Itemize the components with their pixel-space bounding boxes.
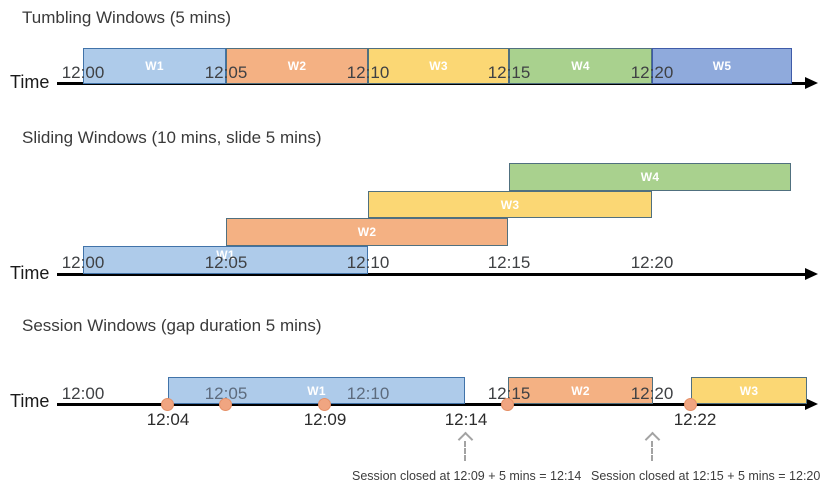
event-dot (501, 398, 514, 411)
tick-label: 12:20 (630, 63, 674, 82)
session-close-arrow-stem (464, 441, 466, 461)
window-label: W1 (145, 59, 164, 73)
event-dot (318, 398, 331, 411)
sliding-window-w4: W4 (509, 163, 791, 191)
session-close-annotation: Session closed at 12:09 + 5 mins = 12:14 (352, 469, 582, 483)
event-time-label: 12:14 (444, 410, 488, 429)
event-dot (684, 398, 697, 411)
sliding-window-w1: W1 (83, 246, 368, 274)
window-label: W2 (357, 225, 377, 239)
timeline-arrow-1 (805, 77, 818, 89)
session-window-w2: W2 (508, 377, 653, 404)
tick-label: 12:10 (346, 384, 390, 403)
window-label: W3 (739, 383, 759, 398)
window-label: W2 (287, 59, 307, 73)
axis-label-time-2: Time (10, 263, 50, 283)
event-time-label: 12:04 (146, 410, 190, 429)
tick-label: 12:15 (487, 253, 531, 272)
tick-label: 12:20 (630, 253, 674, 272)
window-label: W1 (307, 383, 326, 398)
tumbling-window-w5: W5 (652, 48, 792, 84)
section-title-session: Session Windows (gap duration 5 mins) (22, 316, 322, 335)
window-label: W3 (500, 197, 520, 212)
timeline-3 (57, 403, 806, 406)
tick-label: 12:10 (346, 253, 390, 272)
timeline-arrow-2 (805, 268, 818, 280)
section-title-sliding: Sliding Windows (10 mins, slide 5 mins) (22, 128, 322, 147)
tumbling-window-w1: W1 (83, 48, 226, 84)
event-time-label: 12:22 (673, 410, 717, 429)
session-close-arrow-stem (651, 441, 653, 461)
tick-label: 12:05 (204, 253, 248, 272)
tick-label: 12:15 (487, 63, 531, 82)
axis-label-time-3: Time (10, 391, 50, 411)
window-label: W1 (216, 248, 235, 262)
event-dot (161, 398, 174, 411)
timeline-2 (57, 273, 806, 276)
session-window-w1: W1 (168, 377, 465, 404)
sliding-window-w3: W3 (368, 191, 652, 218)
tumbling-window-w2: W2 (226, 48, 368, 84)
tumbling-window-w3: W3 (368, 48, 509, 84)
tick-label: 12:20 (630, 384, 674, 403)
tick-label: 12:15 (487, 384, 531, 403)
tumbling-window-w4: W4 (509, 48, 652, 84)
window-label: W4 (640, 170, 660, 184)
tick-label: 12:00 (61, 63, 105, 82)
window-label: W4 (571, 59, 590, 73)
tick-label: 12:00 (61, 253, 105, 272)
session-window-w3: W3 (691, 377, 807, 404)
event-dot (219, 398, 232, 411)
session-close-annotation: Session closed at 12:15 + 5 mins = 12:20 (591, 469, 821, 483)
tick-label: 12:10 (346, 63, 390, 82)
event-time-label: 12:09 (303, 410, 347, 429)
tick-label: 12:05 (204, 63, 248, 82)
tick-label: 12:05 (204, 384, 248, 403)
section-title-tumbling: Tumbling Windows (5 mins) (22, 8, 232, 27)
tick-label: 12:00 (61, 384, 105, 403)
timeline-arrow-3 (805, 398, 818, 410)
sliding-window-w2: W2 (226, 218, 508, 246)
window-label: W3 (429, 59, 448, 73)
window-label: W5 (712, 59, 732, 73)
axis-label-time-1: Time (10, 72, 50, 92)
window-label: W2 (571, 383, 590, 398)
